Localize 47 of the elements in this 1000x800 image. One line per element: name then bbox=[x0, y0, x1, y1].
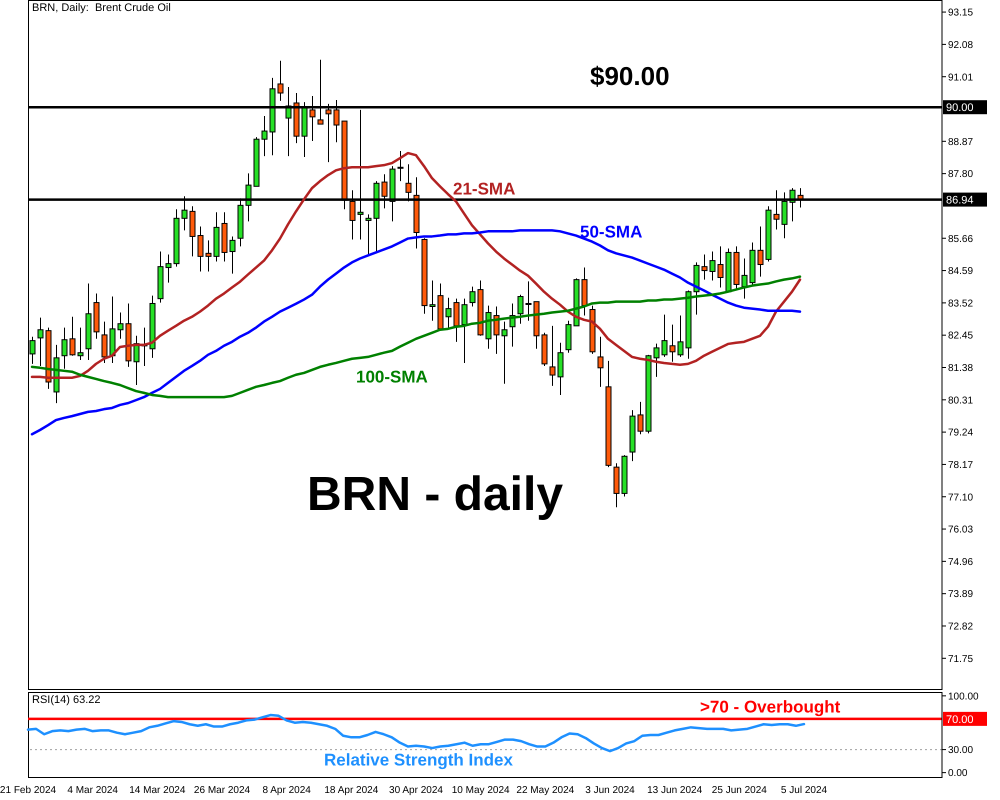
y-tick-label: 77.10 bbox=[948, 492, 974, 504]
series-label: 100-SMA bbox=[356, 368, 428, 386]
y-tick-label: 91.01 bbox=[948, 72, 974, 84]
y-tick-label: 30.00 bbox=[948, 745, 974, 756]
x-tick-label: 3 Jun 2024 bbox=[585, 785, 636, 796]
series-label: 50-SMA bbox=[580, 222, 642, 242]
annotation: >70 - Overbought bbox=[700, 698, 840, 716]
series-label: 21-SMA bbox=[453, 180, 516, 198]
y-tick-label: 93.15 bbox=[948, 8, 974, 19]
y-tick-label: 78.17 bbox=[948, 460, 974, 471]
x-tick-label: 10 May 2024 bbox=[452, 785, 510, 796]
x-tick-label: 4 Mar 2024 bbox=[67, 785, 118, 796]
y-tick-label: 72.82 bbox=[948, 622, 974, 633]
x-tick-label: 22 May 2024 bbox=[516, 785, 575, 796]
y-tick-label: 92.08 bbox=[948, 40, 974, 51]
y-tick-label: 79.24 bbox=[948, 428, 974, 439]
y-tick-label: 84.59 bbox=[948, 266, 974, 278]
y-tick-label: 83.52 bbox=[948, 298, 974, 310]
annotation: BRN - daily bbox=[306, 468, 564, 521]
ref-line-label: 86.94 bbox=[946, 194, 974, 207]
x-tick-label: 13 Jun 2024 bbox=[647, 785, 703, 796]
x-tick-label: 14 Mar 2024 bbox=[129, 785, 186, 796]
y-tick-label: 76.03 bbox=[948, 524, 974, 536]
y-tick-label: 88.87 bbox=[948, 136, 974, 148]
x-tick-label: 26 Mar 2024 bbox=[194, 785, 251, 796]
x-tick-label: 30 Apr 2024 bbox=[389, 785, 444, 796]
y-tick-label: 85.66 bbox=[948, 234, 974, 245]
y-tick-label: 80.31 bbox=[948, 395, 974, 406]
y-tick-label: 81.38 bbox=[948, 363, 974, 374]
y-tick-label: 100.00 bbox=[948, 691, 980, 702]
x-tick-label: 8 Apr 2024 bbox=[262, 785, 312, 796]
annotation: Relative Strength Index bbox=[324, 750, 513, 770]
x-tick-label: 5 Jul 2024 bbox=[780, 785, 828, 796]
y-tick-label: 87.80 bbox=[948, 169, 974, 180]
y-tick-label: 82.45 bbox=[948, 330, 974, 342]
x-tick-label: 18 Apr 2024 bbox=[324, 785, 379, 796]
ref-line-label: 90.00 bbox=[946, 102, 974, 114]
y-tick-label: 74.96 bbox=[948, 556, 974, 568]
y-tick-label: 73.89 bbox=[948, 589, 974, 600]
ref-line-label: 70.00 bbox=[946, 714, 974, 726]
annotation: $90.00 bbox=[590, 61, 670, 92]
y-tick-label: 71.75 bbox=[948, 654, 974, 665]
x-tick-label: 21 Feb 2024 bbox=[0, 785, 57, 796]
chart-title: BRN, Daily: Brent Crude Oil bbox=[32, 2, 171, 14]
x-tick-label: 25 Jun 2024 bbox=[712, 785, 768, 796]
y-tick-label: 0.00 bbox=[948, 768, 968, 780]
chart-title: RSI(14) 63.22 bbox=[32, 694, 100, 706]
